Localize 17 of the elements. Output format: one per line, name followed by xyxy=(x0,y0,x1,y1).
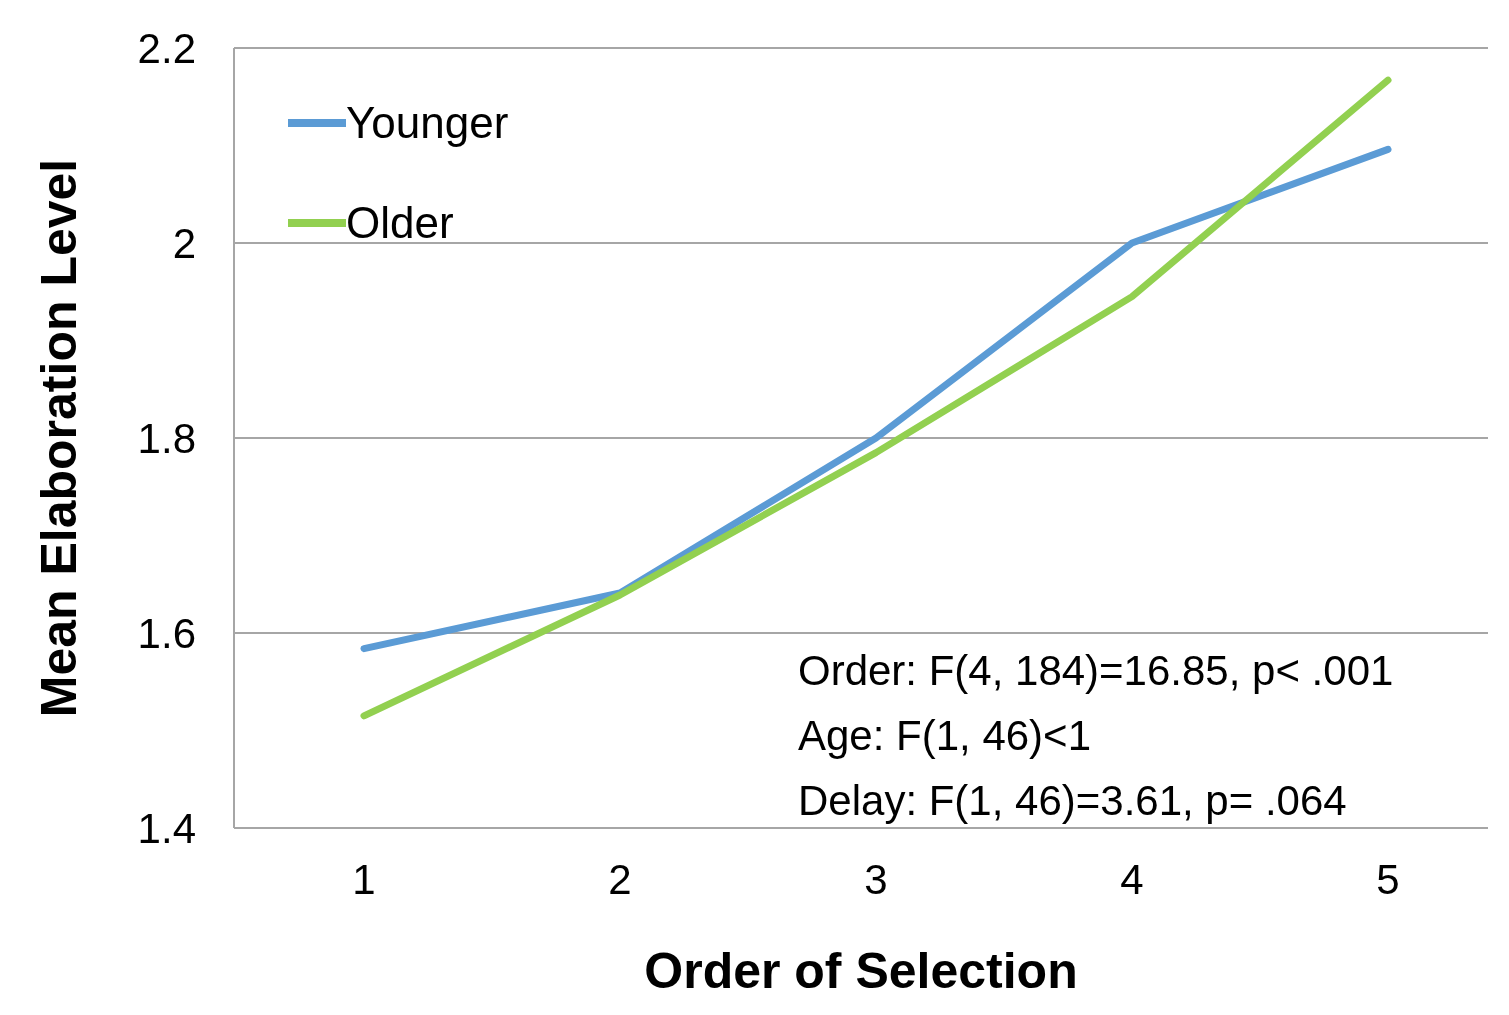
x-tick-label: 1 xyxy=(352,855,376,903)
y-tick-label: 2 xyxy=(172,219,196,267)
x-tick-label: 3 xyxy=(864,855,888,903)
x-tick-label: 4 xyxy=(1120,855,1144,903)
legend-label: Younger xyxy=(346,98,509,148)
y-tick-label: 1.4 xyxy=(137,804,196,852)
legend-label: Older xyxy=(346,198,454,248)
x-tick-label: 5 xyxy=(1376,855,1400,903)
y-axis-title: Mean Elaboration Level xyxy=(30,158,87,718)
y-tick-label: 1.6 xyxy=(137,609,196,657)
annotation: Age: F(1, 46)<1 xyxy=(798,711,1092,761)
annotation: Delay: F(1, 46)=3.61, p= .064 xyxy=(798,776,1348,826)
x-axis-title: Order of Selection xyxy=(644,943,1078,999)
y-tick-label: 1.8 xyxy=(137,414,196,462)
y-tick-label: 2.2 xyxy=(137,24,196,72)
annotation: Order: F(4, 184)=16.85, p< .001 xyxy=(798,646,1394,696)
x-tick-label: 2 xyxy=(608,855,632,903)
